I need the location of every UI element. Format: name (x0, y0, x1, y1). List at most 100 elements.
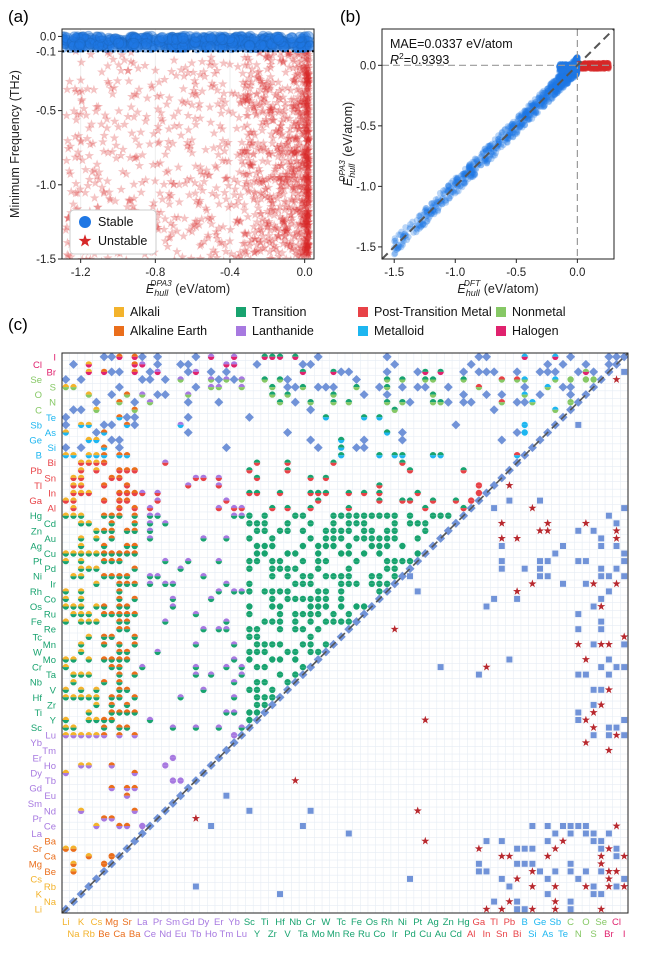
unstable-point (109, 133, 120, 143)
stable-point (552, 89, 559, 96)
compound-mark (169, 583, 177, 587)
unstable-compound-mark (482, 904, 491, 913)
compound-mark (146, 527, 154, 531)
compound-mark (238, 383, 245, 388)
stable-point (141, 31, 154, 43)
compound-mark (292, 580, 299, 584)
stable-point (557, 83, 565, 91)
unstable-point (586, 62, 593, 69)
compound-mark (131, 807, 138, 811)
unstable-point (597, 62, 604, 69)
compound-mark (185, 391, 192, 395)
unstable-point (140, 116, 151, 126)
compound-mark (269, 686, 276, 690)
stable-point (509, 133, 517, 141)
stable-point (236, 31, 248, 43)
compound-mark (338, 527, 345, 531)
stable-point (166, 33, 179, 46)
stable-point (559, 72, 567, 79)
stable-point (413, 226, 421, 233)
stable-point (204, 41, 217, 53)
compound-mark (253, 561, 261, 565)
stable-point (260, 40, 272, 52)
compound-mark (299, 644, 307, 648)
compound-mark (85, 656, 92, 660)
compound-mark (353, 557, 360, 562)
stable-point (144, 35, 156, 48)
stable-point (284, 37, 297, 49)
compound-mark (70, 485, 77, 489)
unstable-point (585, 60, 592, 67)
compound-mark (160, 390, 170, 400)
unstable-point (591, 65, 598, 72)
unstable-point (603, 64, 610, 71)
plot-frame-a (61, 28, 315, 260)
stable-point (441, 191, 448, 198)
compound-mark (123, 546, 131, 550)
stable-point (558, 79, 565, 86)
compound-mark (77, 489, 85, 493)
compound-mark (360, 493, 368, 497)
stable-point (296, 35, 308, 47)
stable-point (92, 38, 104, 50)
legend-swatch (114, 326, 124, 336)
compound-mark (223, 667, 230, 671)
stable-point (506, 129, 513, 137)
unstable-point (603, 63, 610, 69)
compound-mark (276, 565, 284, 569)
stable-point (542, 98, 550, 105)
compound-mark (261, 667, 268, 671)
compound-mark (131, 568, 138, 572)
compound-mark (391, 530, 398, 534)
stable-point (419, 220, 427, 228)
compound-mark (116, 515, 123, 519)
panel-a-label: (a) (8, 7, 29, 26)
compound-mark (376, 546, 383, 550)
compound-mark (62, 557, 69, 562)
compound-mark (269, 383, 276, 388)
compound-mark (123, 542, 131, 546)
stable-point (550, 77, 558, 85)
compound-mark (276, 527, 284, 531)
compound-mark (215, 508, 222, 512)
compound-mark (77, 568, 85, 572)
compound-mark (338, 591, 345, 595)
stable-point (179, 38, 191, 50)
compound-mark (93, 440, 100, 444)
stable-point (254, 33, 267, 46)
compound-mark (100, 542, 108, 546)
unstable-point (587, 65, 594, 72)
stable-point (532, 99, 539, 106)
compound-mark (93, 704, 100, 709)
compound-mark (238, 504, 245, 509)
stable-point (525, 112, 532, 119)
stable-point (573, 55, 580, 63)
compound-mark (185, 561, 192, 565)
compound-mark (429, 391, 437, 395)
compound-mark (338, 580, 345, 584)
compound-mark (108, 576, 115, 580)
compound-mark (399, 376, 406, 380)
stable-point (244, 30, 257, 43)
stable-point (535, 94, 542, 102)
stable-point (563, 77, 570, 85)
compound-mark (376, 489, 383, 493)
panel-c-label: (c) (8, 315, 28, 334)
compound-mark (77, 512, 85, 516)
compound-mark (299, 595, 307, 599)
unstable-compound-mark (543, 519, 552, 527)
stable-point (190, 32, 202, 45)
compound-mark (338, 618, 345, 622)
unstable-point (80, 164, 91, 174)
stable-point (442, 186, 449, 193)
stable-point (481, 145, 489, 153)
stable-point (423, 205, 430, 212)
compound-mark (116, 614, 123, 618)
compound-mark (77, 603, 85, 607)
compound-mark (313, 443, 323, 453)
stable-compound-mark (590, 838, 597, 845)
compound-mark (154, 648, 161, 652)
compound-mark (330, 614, 337, 618)
stable-point (297, 41, 309, 54)
